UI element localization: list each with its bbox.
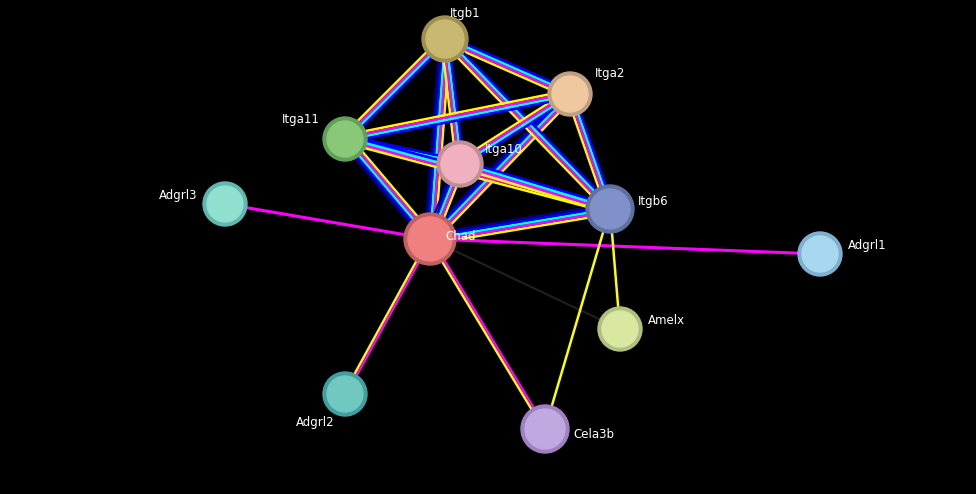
Circle shape bbox=[552, 76, 588, 112]
Circle shape bbox=[207, 186, 243, 222]
Text: Itgb6: Itgb6 bbox=[638, 195, 669, 207]
Circle shape bbox=[422, 16, 468, 62]
Text: Itga10: Itga10 bbox=[485, 142, 523, 156]
Text: Chad: Chad bbox=[445, 230, 475, 243]
Circle shape bbox=[525, 409, 565, 449]
Circle shape bbox=[323, 117, 367, 161]
Text: Itgb1: Itgb1 bbox=[450, 7, 480, 20]
Circle shape bbox=[327, 376, 363, 412]
Circle shape bbox=[802, 236, 838, 272]
Text: Itga11: Itga11 bbox=[282, 113, 320, 125]
Circle shape bbox=[323, 372, 367, 416]
Circle shape bbox=[602, 311, 638, 347]
Circle shape bbox=[327, 121, 363, 157]
Text: Adgrl2: Adgrl2 bbox=[297, 415, 335, 428]
Circle shape bbox=[426, 20, 464, 58]
Text: Adgrl3: Adgrl3 bbox=[158, 190, 197, 203]
Circle shape bbox=[548, 72, 592, 116]
Circle shape bbox=[441, 145, 479, 183]
Text: Amelx: Amelx bbox=[648, 315, 685, 328]
Text: Itga2: Itga2 bbox=[595, 68, 626, 81]
Circle shape bbox=[521, 405, 569, 453]
Circle shape bbox=[408, 217, 452, 261]
Circle shape bbox=[404, 213, 456, 265]
Circle shape bbox=[798, 232, 842, 276]
Circle shape bbox=[590, 189, 630, 229]
Circle shape bbox=[437, 141, 483, 187]
Text: Cela3b: Cela3b bbox=[573, 427, 614, 441]
Circle shape bbox=[203, 182, 247, 226]
Circle shape bbox=[598, 307, 642, 351]
Text: Adgrl1: Adgrl1 bbox=[848, 240, 886, 252]
Circle shape bbox=[586, 185, 634, 233]
